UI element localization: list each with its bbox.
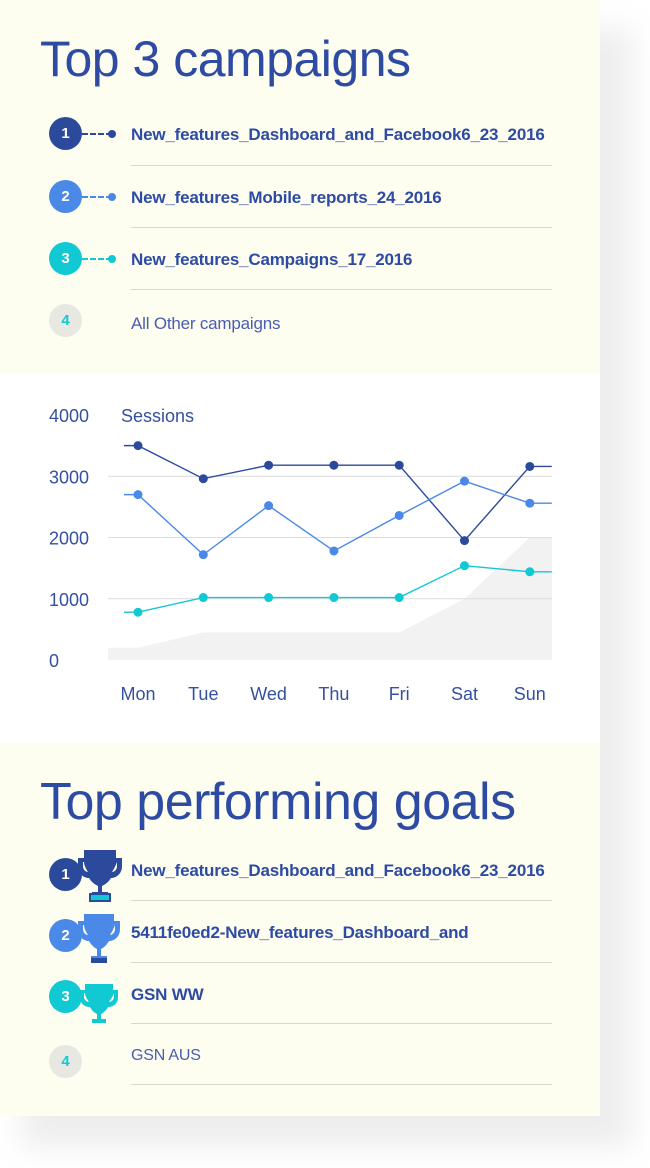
y-tick-label: 1000: [49, 590, 89, 610]
series-1-point: [133, 441, 143, 451]
sessions-line-chart: 0 1000 2000 3000 4000 Sessions Mon Tue Wed Thu Fri…: [49, 406, 552, 704]
y-axis-label: Sessions: [121, 406, 194, 426]
series-1-point: [525, 461, 535, 471]
trophy-icon: [78, 850, 122, 902]
series-3-point: [460, 561, 469, 571]
x-tick-label: Sat: [451, 684, 478, 704]
series-2-point: [133, 490, 143, 500]
rank-badge-1: 1: [49, 858, 82, 891]
series-3-point: [394, 593, 404, 603]
x-tick-label: Fri: [389, 684, 410, 704]
campaign-row-3[interactable]: 3 New_features_Campaigns_17_2016: [0, 240, 600, 280]
goal-name: GSN AUS: [131, 1047, 201, 1064]
rank-badge-1: 1: [49, 117, 82, 150]
y-tick-label: 0: [49, 651, 59, 671]
series-2-point: [264, 501, 274, 511]
series-3-point: [198, 593, 208, 603]
series-2-point: [198, 550, 208, 560]
legend-dash: [82, 133, 112, 135]
series-3-point: [264, 593, 274, 603]
series-3-point: [329, 593, 339, 603]
rank-badge-2: 2: [49, 180, 82, 213]
goal-name: GSN WW: [131, 985, 204, 1004]
campaign-name: New_features_Mobile_reports_24_2016: [131, 188, 442, 207]
campaign-name: All Other campaigns: [131, 314, 281, 333]
y-tick-label: 2000: [49, 529, 89, 549]
legend-dash: [82, 196, 112, 198]
series-2-point: [394, 510, 404, 520]
legend-dash: [82, 258, 112, 260]
goals-title: Top performing goals: [40, 773, 516, 831]
series-1-point: [198, 474, 208, 484]
goal-row-3[interactable]: 3 GSN WW: [0, 974, 600, 1023]
campaign-row-2[interactable]: 2 New_features_Mobile_reports_24_2016: [0, 177, 600, 217]
campaign-name: New_features_Campaigns_17_2016: [131, 250, 413, 269]
divider: [131, 1084, 552, 1085]
series-3-point: [525, 567, 535, 577]
x-tick-label: Tue: [188, 684, 218, 704]
x-tick-label: Wed: [250, 684, 287, 704]
goal-row-2[interactable]: 2 5411fe0ed2-New_features_Dashboard_and: [0, 912, 600, 963]
x-tick-label: Mon: [120, 684, 155, 704]
divider: [131, 1023, 552, 1024]
divider: [131, 227, 552, 228]
series-line-2: [124, 480, 552, 556]
x-tick-label: Thu: [318, 684, 349, 704]
divider: [131, 900, 552, 901]
divider: [131, 165, 552, 166]
series-1-point: [394, 460, 404, 470]
divider: [131, 289, 552, 290]
campaign-row-1[interactable]: 1 New_features_Dashboard_and_Facebook6_2…: [0, 115, 600, 155]
series-2-point: [525, 498, 535, 508]
trophy-icon: [80, 984, 118, 1023]
goal-name: New_features_Dashboard_and_Facebook6_23_…: [131, 861, 545, 880]
goal-row-4[interactable]: 4 GSN AUS: [0, 1036, 600, 1078]
sessions-chart: 0 1000 2000 3000 4000 Sessions Mon Tue Wed Thu Fri…: [0, 373, 600, 743]
series-line-1: [124, 444, 552, 542]
divider: [131, 962, 552, 963]
campaigns-title: Top 3 campaigns: [40, 31, 411, 87]
series-2-point: [460, 476, 469, 486]
background-area: [108, 537, 552, 660]
x-tick-label: Sun: [514, 684, 546, 704]
series-3-point: [133, 607, 143, 617]
goal-name: 5411fe0ed2-New_features_Dashboard_and: [131, 923, 469, 942]
legend-dot: [108, 193, 116, 201]
y-tick-label: 4000: [49, 406, 89, 426]
campaign-row-4[interactable]: 4 All Other campaigns: [0, 302, 600, 342]
series-2-point: [329, 546, 339, 556]
rank-badge-3: 3: [49, 980, 82, 1013]
rank-badge-4: 4: [49, 1045, 82, 1078]
rank-badge-4: 4: [49, 304, 82, 337]
trophy-icon: [78, 914, 120, 963]
legend-dot: [108, 255, 116, 263]
y-tick-label: 3000: [49, 467, 89, 487]
series-1-point: [329, 460, 339, 470]
series-1-point: [264, 460, 274, 470]
legend-dot: [108, 130, 116, 138]
series-1-point: [460, 536, 469, 546]
goal-row-1[interactable]: 1 New_features_Dashboard_and_Facebook6_2…: [0, 850, 600, 902]
rank-badge-3: 3: [49, 242, 82, 275]
campaign-name: New_features_Dashboard_and_Facebook6_23_…: [131, 125, 545, 144]
report-card: Top 3 campaigns 1 New_features_Dashboard…: [0, 0, 600, 1116]
rank-badge-2: 2: [49, 919, 82, 952]
